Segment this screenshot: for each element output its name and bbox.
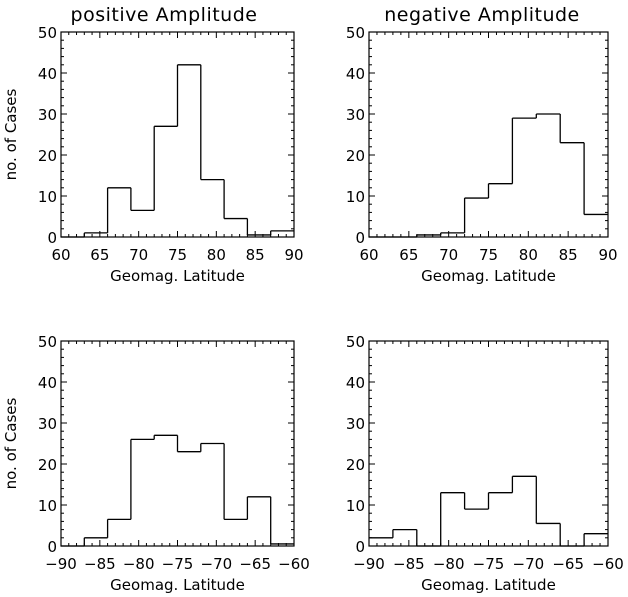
x-tick-label: −80 <box>433 555 465 573</box>
y-tick-label: 50 <box>346 333 365 351</box>
plot-frame <box>368 31 609 238</box>
x-tick-label: 90 <box>284 246 303 264</box>
y-tick-label: 30 <box>346 415 365 433</box>
panel-title-positive: positive Amplitude <box>70 4 258 26</box>
y-tick-label: 0 <box>47 538 57 556</box>
x-tick-label: 65 <box>90 246 109 264</box>
x-tick-label: −90 <box>45 555 77 573</box>
y-tick-label: 0 <box>47 229 57 247</box>
x-tick-label: −60 <box>278 555 310 573</box>
x-tick-label: 70 <box>439 246 458 264</box>
y-tick-label: 30 <box>38 415 57 433</box>
x-tick-label: 65 <box>399 246 418 264</box>
x-tick-label: −75 <box>162 555 194 573</box>
x-tick-label: −90 <box>353 555 385 573</box>
y-tick-label: 20 <box>346 147 365 165</box>
x-tick-label: −65 <box>239 555 271 573</box>
y-tick-label: 20 <box>38 456 57 474</box>
y-tick-label: 10 <box>346 497 365 515</box>
x-axis-label: Geomag. Latitude <box>421 267 556 285</box>
x-tick-label: −75 <box>473 555 505 573</box>
x-tick-label: 90 <box>598 246 617 264</box>
y-tick-label: 10 <box>38 188 57 206</box>
x-tick-label: −80 <box>123 555 155 573</box>
x-tick-label: 75 <box>479 246 498 264</box>
x-tick-label: −70 <box>513 555 545 573</box>
y-tick-label: 10 <box>346 188 365 206</box>
y-tick-label: 50 <box>38 24 57 42</box>
x-axis-label: Geomag. Latitude <box>421 576 556 594</box>
x-tick-label: 60 <box>51 246 70 264</box>
y-tick-label: 30 <box>38 106 57 124</box>
y-tick-label: 50 <box>346 24 365 42</box>
x-tick-label: 75 <box>168 246 187 264</box>
x-tick-label: 70 <box>129 246 148 264</box>
y-tick-label: 40 <box>38 65 57 83</box>
y-tick-label: 30 <box>346 106 365 124</box>
y-tick-label: 0 <box>355 229 365 247</box>
x-tick-label: 60 <box>359 246 378 264</box>
y-tick-label: 20 <box>38 147 57 165</box>
y-axis-label: no. of Cases <box>2 397 20 489</box>
y-tick-label: 10 <box>38 497 57 515</box>
x-tick-label: 80 <box>519 246 538 264</box>
x-tick-label: −65 <box>552 555 584 573</box>
y-tick-label: 40 <box>38 374 57 392</box>
y-axis-label: no. of Cases <box>2 88 20 180</box>
x-tick-label: −85 <box>393 555 425 573</box>
plot-frame <box>368 340 609 547</box>
x-tick-label: 85 <box>559 246 578 264</box>
y-tick-label: 50 <box>38 333 57 351</box>
x-tick-label: −70 <box>201 555 233 573</box>
x-axis-label: Geomag. Latitude <box>110 576 245 594</box>
y-tick-label: 40 <box>346 65 365 83</box>
x-tick-label: 85 <box>246 246 265 264</box>
x-axis-label: Geomag. Latitude <box>110 267 245 285</box>
x-tick-label: −60 <box>592 555 624 573</box>
y-tick-label: 40 <box>346 374 365 392</box>
plot-frame <box>60 31 295 238</box>
x-tick-label: −85 <box>84 555 116 573</box>
y-tick-label: 0 <box>355 538 365 556</box>
panel-title-negative: negative Amplitude <box>384 4 580 26</box>
x-tick-label: 80 <box>207 246 226 264</box>
y-tick-label: 20 <box>346 456 365 474</box>
